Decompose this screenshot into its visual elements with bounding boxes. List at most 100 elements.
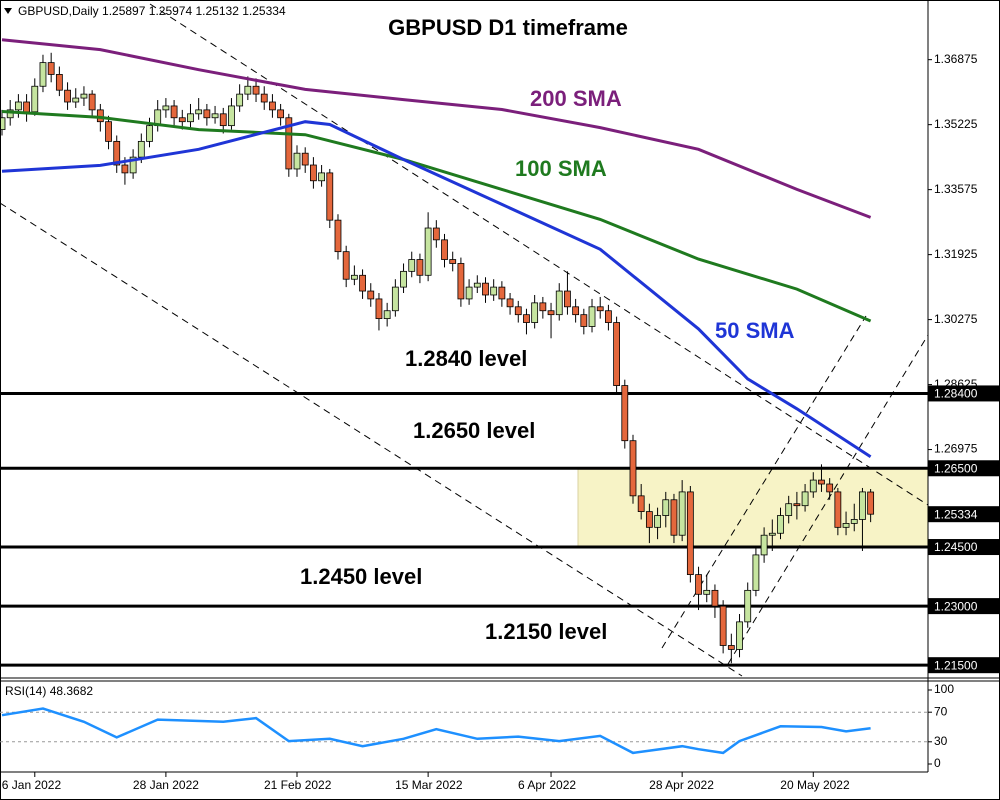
candle-body xyxy=(834,491,842,528)
chart-title: GBPUSD D1 timeframe xyxy=(388,15,628,40)
candle-body xyxy=(564,290,571,308)
candle-body xyxy=(547,310,555,316)
candle-body xyxy=(752,554,760,591)
candle-body xyxy=(695,574,702,595)
candle-body xyxy=(785,503,793,516)
candle-body xyxy=(760,534,768,556)
candle-body xyxy=(72,97,80,103)
price-tag xyxy=(928,506,1000,523)
candle-body xyxy=(137,140,145,158)
candle-body xyxy=(236,93,244,107)
open: 1.25897 xyxy=(102,4,146,18)
candle-body xyxy=(0,117,6,130)
candle-body xyxy=(777,515,784,534)
candle-body xyxy=(719,605,727,646)
candle-body xyxy=(621,385,629,442)
x-tick-label: 6 Jan 2022 xyxy=(2,778,62,792)
level-tag-label: 1.24500 xyxy=(934,540,978,554)
candle-body xyxy=(285,117,293,170)
candle-body xyxy=(64,89,71,103)
candle-body xyxy=(842,523,850,528)
candle-body xyxy=(859,491,866,520)
trend-line xyxy=(0,202,743,677)
price-tag-label: 1.25334 xyxy=(934,507,978,521)
candle-body xyxy=(572,306,580,316)
candle-body xyxy=(334,219,342,253)
candle-body xyxy=(121,164,129,174)
candle-body xyxy=(449,259,457,264)
level-annotation: 1.2650 level xyxy=(413,418,535,443)
candle-body xyxy=(203,109,211,119)
candle-body xyxy=(391,286,399,312)
candle-body xyxy=(408,259,416,272)
level-tag xyxy=(928,657,1000,674)
level-annotation: 1.2840 level xyxy=(405,346,527,371)
candle-body xyxy=(711,589,719,607)
candle-body xyxy=(850,519,858,524)
candle-body xyxy=(260,93,268,103)
y-tick-label: 1.31925 xyxy=(934,247,978,261)
candle-body xyxy=(588,306,596,327)
level-annotation: 1.2450 level xyxy=(300,564,422,589)
x-tick-label: 28 Jan 2022 xyxy=(133,778,199,792)
candle-body xyxy=(801,491,809,507)
level-tag-label: 1.26500 xyxy=(934,461,978,475)
candle-body xyxy=(678,491,686,536)
candle-body xyxy=(39,62,47,87)
candle-body xyxy=(269,101,276,111)
candle-body xyxy=(162,105,170,111)
sma-line xyxy=(1,120,872,459)
sma-label: 100 SMA xyxy=(515,156,607,181)
candle-body xyxy=(47,62,55,75)
candle-body xyxy=(367,290,375,300)
candle-body xyxy=(23,101,30,113)
candle-body xyxy=(498,286,506,300)
candle-body xyxy=(326,172,334,221)
x-tick-label: 6 Apr 2022 xyxy=(518,778,576,792)
rsi-name: RSI(14) xyxy=(5,684,46,698)
candle-body xyxy=(170,105,178,119)
candle-body xyxy=(490,286,498,296)
symbol: GBPUSD,Daily xyxy=(18,4,99,18)
rsi-header: RSI(14) 48.3682 xyxy=(5,684,93,698)
candle-body xyxy=(375,298,383,320)
high: 1.25974 xyxy=(149,4,193,18)
level-tag xyxy=(928,598,1000,615)
rsi-tick-label: 0 xyxy=(934,756,941,770)
sma-line xyxy=(1,38,872,219)
header: GBPUSD,Daily 1.25897 1.25974 1.25132 1.2… xyxy=(18,4,286,18)
candle-body xyxy=(457,263,465,300)
x-tick-label: 21 Feb 2022 xyxy=(264,778,332,792)
level-tag-label: 1.21500 xyxy=(934,658,978,672)
plot xyxy=(0,38,928,667)
candle-body xyxy=(6,109,14,119)
rsi-line xyxy=(1,707,871,755)
candle-body xyxy=(744,589,752,623)
close: 1.25334 xyxy=(242,4,286,18)
candle-body xyxy=(654,515,661,528)
candle-body xyxy=(277,109,285,119)
candle-body xyxy=(80,93,88,99)
y-tick-label: 1.26975 xyxy=(934,442,978,456)
candle-body xyxy=(645,511,653,528)
candle-body xyxy=(113,140,121,166)
candle-body xyxy=(826,483,834,493)
candle-body xyxy=(514,306,522,316)
x-tick-label: 15 Mar 2022 xyxy=(395,778,463,792)
candle-body xyxy=(580,314,588,327)
candle-body xyxy=(219,113,227,127)
sma-line xyxy=(1,110,872,323)
candle-body xyxy=(637,495,645,512)
y-tick-label: 1.30275 xyxy=(934,312,978,326)
candle-body xyxy=(416,259,424,276)
candle-body xyxy=(309,164,317,182)
sma-label: 50 SMA xyxy=(715,318,795,343)
candle-body xyxy=(473,282,481,288)
candle-body xyxy=(818,479,825,485)
candle-body xyxy=(605,310,612,323)
x-tick-label: 28 Apr 2022 xyxy=(649,778,714,792)
candle-body xyxy=(400,270,407,288)
level-annotation: 1.2150 level xyxy=(485,619,607,644)
level-tag-label: 1.23000 xyxy=(934,599,978,613)
